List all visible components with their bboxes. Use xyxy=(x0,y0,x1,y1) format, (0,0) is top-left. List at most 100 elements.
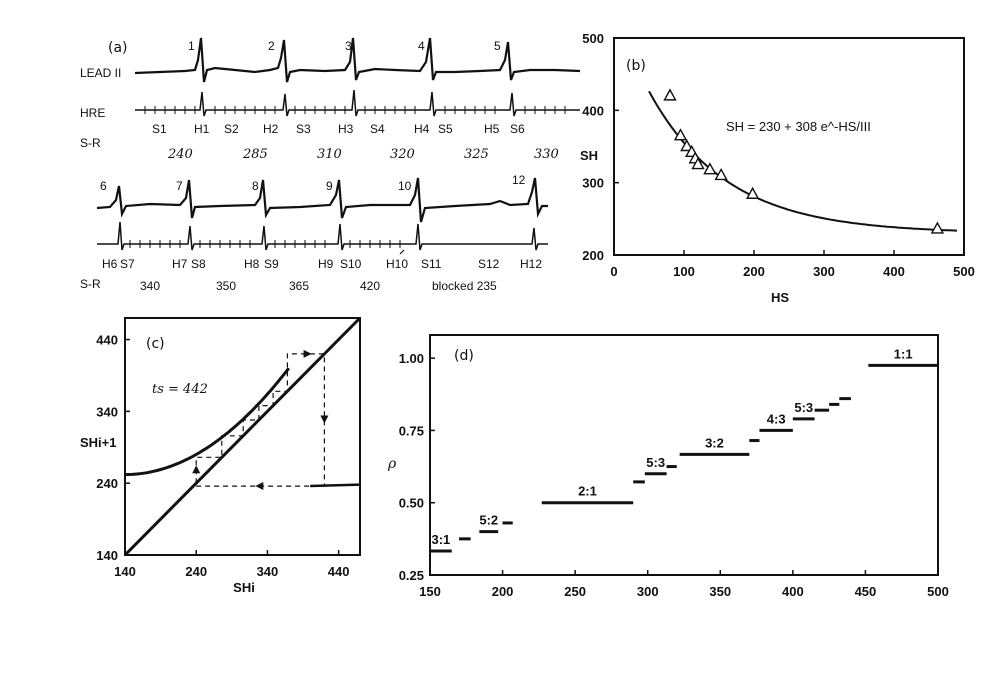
x-tick-label: 500 xyxy=(927,584,949,599)
sh-label: S12 xyxy=(478,257,500,271)
step-ratio-label: 3:1 xyxy=(431,532,450,547)
x-tick-label: 440 xyxy=(328,564,350,579)
lead-ii-label: LEAD II xyxy=(80,66,121,80)
data-point-triangle xyxy=(714,167,728,181)
y-tick-label: 240 xyxy=(96,476,118,491)
sh-label: H12 xyxy=(520,257,542,271)
panel-b-label: (b) xyxy=(626,58,646,74)
y-tick-label: 340 xyxy=(96,404,118,419)
sh-label: H2 xyxy=(263,122,279,136)
x-tick-label: 100 xyxy=(673,264,695,279)
sh-label: H9 xyxy=(318,257,334,271)
sh-label: H5 xyxy=(484,122,500,136)
data-point-triangle xyxy=(663,88,677,101)
beat-number: 9 xyxy=(326,179,333,193)
return-map-branch xyxy=(310,483,361,488)
step-ratio-label: 1:1 xyxy=(894,346,913,361)
arrow-up-icon xyxy=(192,465,201,474)
beat-number: 5 xyxy=(494,39,501,53)
sh-label: S6 xyxy=(510,122,525,136)
y-tick-label: 200 xyxy=(582,248,604,263)
panel-c-label: (c) xyxy=(146,336,165,352)
sr-value: 285 xyxy=(242,147,268,162)
arrow-right-icon xyxy=(303,349,312,358)
step-ratio-label: 2:1 xyxy=(578,484,597,499)
y-tick-label: 300 xyxy=(582,176,604,191)
sh-label: H8 xyxy=(244,257,260,271)
y-tick-label: 0.75 xyxy=(399,423,424,438)
x-tick-label: 500 xyxy=(953,264,975,279)
data-point-triangle xyxy=(673,128,688,141)
sh-label: S2 xyxy=(224,122,239,136)
arrow-left-icon xyxy=(255,482,264,491)
panel-d-ylabel: ρ xyxy=(387,456,397,472)
step-ratio-label: 5:3 xyxy=(646,455,665,470)
x-tick-label: 200 xyxy=(743,264,765,279)
y-tick-label: 400 xyxy=(582,103,604,118)
x-tick-label: 400 xyxy=(883,264,905,279)
lead-ii-trace-row2 xyxy=(96,177,548,223)
beat-number: 10 xyxy=(398,179,412,193)
sh-label: S4 xyxy=(370,122,385,136)
x-tick-label: 340 xyxy=(257,564,279,579)
x-tick-label: 0 xyxy=(610,264,617,279)
y-tick-label: 440 xyxy=(96,333,118,348)
panel-c: (c) ts = 442 SHi+1 SHi 140 240 340 440 140 24… xyxy=(80,316,362,595)
x-tick-label: 250 xyxy=(564,584,586,599)
block-marker xyxy=(399,249,405,255)
sr-value: 350 xyxy=(216,279,236,293)
beat-number: 7 xyxy=(176,179,183,193)
sr-value: 365 xyxy=(289,279,309,293)
hre-trace-row1 xyxy=(135,89,580,117)
lead-ii-trace-row1 xyxy=(134,37,581,83)
panel-c-ylabel: SHi+1 xyxy=(80,435,117,450)
hre-ticks-row2 xyxy=(129,240,401,248)
hre-ticks-row1 xyxy=(144,106,566,114)
x-tick-label: 300 xyxy=(813,264,835,279)
panel-a: (a) LEAD II HRE S-R 1 2 3 4 5 S1 H1 S2 H… xyxy=(80,37,581,293)
panel-d-frame xyxy=(429,334,939,576)
x-tick-label: 350 xyxy=(709,584,731,599)
x-tick-label: 200 xyxy=(492,584,514,599)
y-tick-label: 1.00 xyxy=(399,351,424,366)
step-ratio-label: 3:2 xyxy=(705,435,724,450)
step-ratio-label: 5:3 xyxy=(794,400,813,415)
identity-line xyxy=(123,316,362,557)
beat-number: 4 xyxy=(418,39,425,53)
sh-label: S3 xyxy=(296,122,311,136)
sr-value: blocked 235 xyxy=(432,279,497,293)
sh-label: S5 xyxy=(438,122,453,136)
panel-b-formula: SH = 230 + 308 e^-HS/III xyxy=(726,119,871,134)
sr-value: 240 xyxy=(167,147,193,162)
y-tick-label: 500 xyxy=(582,31,604,46)
step-ratio-label: 4:3 xyxy=(767,411,786,426)
hre-trace-row2 xyxy=(97,221,548,251)
sh-label: H10 xyxy=(386,257,408,271)
sr-value: 310 xyxy=(317,147,342,162)
y-tick-label: 0.25 xyxy=(399,568,424,583)
sr-label-row2: S-R xyxy=(80,277,101,291)
sr-value: 320 xyxy=(390,147,415,162)
data-point-triangle xyxy=(680,139,694,152)
step-ratio-label: 5:2 xyxy=(479,513,498,528)
cobweb-path xyxy=(195,353,325,487)
y-tick-label: 0.50 xyxy=(399,496,424,511)
beat-number: 12 xyxy=(512,173,526,187)
panel-c-frame xyxy=(124,317,361,556)
sh-label: S10 xyxy=(340,257,362,271)
x-tick-label: 240 xyxy=(185,564,207,579)
arrow-down-icon xyxy=(320,415,329,424)
sh-label: S11 xyxy=(421,257,442,271)
sh-label: H1 xyxy=(194,122,210,136)
sh-label: H7 xyxy=(172,257,188,271)
x-tick-label: 150 xyxy=(419,584,441,599)
panel-b-xlabel: HS xyxy=(771,290,789,305)
panel-b-frame xyxy=(613,37,965,256)
sr-value: 420 xyxy=(360,279,380,293)
data-point-triangle xyxy=(745,186,760,199)
beat-number: 8 xyxy=(252,179,259,193)
beat-number: 6 xyxy=(100,179,107,193)
sr-value: 325 xyxy=(464,147,489,162)
beat-number: 3 xyxy=(345,39,352,53)
